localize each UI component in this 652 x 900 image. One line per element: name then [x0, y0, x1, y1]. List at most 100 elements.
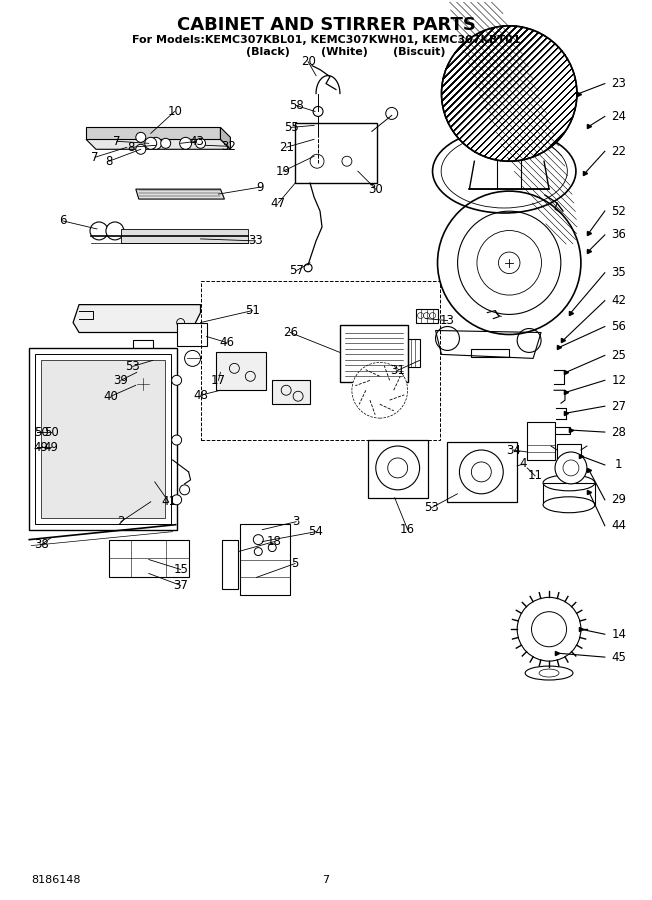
Text: 32: 32	[221, 140, 236, 153]
Polygon shape	[86, 128, 220, 140]
FancyBboxPatch shape	[41, 360, 165, 518]
Text: 50: 50	[44, 426, 59, 438]
Text: 23: 23	[612, 77, 626, 90]
Text: 8: 8	[105, 155, 113, 167]
FancyBboxPatch shape	[222, 540, 239, 590]
Text: 50: 50	[34, 426, 49, 438]
Text: 3: 3	[293, 515, 300, 528]
Text: 55: 55	[284, 121, 299, 134]
Text: 13: 13	[440, 314, 455, 327]
Text: 31: 31	[391, 364, 405, 377]
Text: 30: 30	[368, 183, 383, 195]
Text: 8186148: 8186148	[31, 875, 81, 886]
Text: 35: 35	[612, 266, 626, 279]
Text: 38: 38	[34, 538, 49, 551]
Text: 17: 17	[211, 374, 226, 387]
Text: 7: 7	[323, 875, 329, 886]
Circle shape	[136, 144, 146, 154]
Polygon shape	[136, 189, 224, 199]
Circle shape	[171, 375, 182, 385]
Circle shape	[304, 264, 312, 272]
Polygon shape	[121, 229, 248, 243]
Text: 43: 43	[189, 135, 204, 148]
Circle shape	[160, 139, 171, 148]
Polygon shape	[273, 381, 310, 404]
Circle shape	[180, 138, 192, 149]
Text: CABINET AND STIRRER PARTS: CABINET AND STIRRER PARTS	[177, 16, 475, 34]
Text: 36: 36	[612, 229, 626, 241]
Bar	[543, 483, 595, 505]
Ellipse shape	[543, 497, 595, 513]
Circle shape	[145, 138, 156, 149]
Text: (Black): (Black)	[246, 47, 290, 57]
Text: (Biscuit): (Biscuit)	[393, 47, 446, 57]
Circle shape	[314, 131, 322, 140]
Text: 18: 18	[267, 536, 282, 548]
Text: 10: 10	[167, 105, 182, 118]
Circle shape	[313, 106, 323, 116]
Text: 9: 9	[256, 181, 264, 194]
Text: 5: 5	[291, 557, 299, 570]
Ellipse shape	[525, 666, 573, 680]
Polygon shape	[216, 353, 266, 391]
FancyBboxPatch shape	[447, 442, 517, 502]
FancyBboxPatch shape	[368, 440, 428, 498]
Circle shape	[196, 139, 205, 148]
Text: 11: 11	[527, 470, 542, 482]
Text: 14: 14	[611, 627, 627, 641]
Text: 40: 40	[104, 390, 119, 402]
Circle shape	[185, 350, 201, 366]
Polygon shape	[86, 140, 230, 149]
Text: 29: 29	[611, 493, 627, 507]
Text: 44: 44	[611, 519, 627, 532]
Circle shape	[150, 138, 162, 149]
Text: 1: 1	[615, 458, 623, 472]
Text: 16: 16	[400, 523, 415, 536]
Text: 46: 46	[219, 336, 234, 349]
Text: 20: 20	[301, 55, 316, 68]
Text: 56: 56	[612, 320, 626, 333]
Circle shape	[313, 153, 323, 163]
FancyBboxPatch shape	[29, 348, 177, 530]
Polygon shape	[73, 304, 201, 332]
Ellipse shape	[543, 475, 595, 491]
Circle shape	[106, 222, 124, 240]
Text: 47: 47	[271, 196, 286, 210]
Text: 45: 45	[612, 651, 626, 663]
Text: 57: 57	[289, 265, 304, 277]
Circle shape	[171, 435, 182, 445]
Text: 8: 8	[127, 140, 134, 154]
Text: 27: 27	[611, 400, 627, 413]
Text: 12: 12	[611, 374, 627, 387]
Text: 7: 7	[113, 135, 121, 148]
Circle shape	[90, 222, 108, 240]
Text: 34: 34	[506, 444, 521, 456]
Circle shape	[136, 132, 146, 142]
Circle shape	[555, 452, 587, 484]
FancyBboxPatch shape	[241, 524, 290, 596]
FancyBboxPatch shape	[133, 340, 153, 370]
Text: 53: 53	[125, 360, 140, 373]
Text: 2: 2	[117, 515, 125, 528]
Text: 49: 49	[34, 440, 49, 454]
Text: 25: 25	[612, 349, 626, 362]
Text: 15: 15	[173, 563, 188, 576]
Circle shape	[352, 363, 408, 419]
FancyBboxPatch shape	[295, 123, 377, 183]
Circle shape	[171, 495, 182, 505]
Circle shape	[441, 26, 577, 161]
Text: 39: 39	[113, 374, 128, 387]
Text: 28: 28	[612, 426, 626, 438]
Text: 58: 58	[289, 99, 303, 112]
Text: 24: 24	[611, 110, 627, 123]
Text: 48: 48	[193, 389, 208, 401]
Polygon shape	[220, 128, 230, 149]
Text: 42: 42	[611, 294, 627, 307]
Text: 49: 49	[44, 440, 59, 454]
Text: For Models:KEMC307KBL01, KEMC307KWH01, KEMC307KBT01: For Models:KEMC307KBL01, KEMC307KWH01, K…	[132, 35, 520, 45]
Text: (White): (White)	[321, 47, 368, 57]
Text: 33: 33	[248, 234, 263, 248]
Text: 4: 4	[520, 457, 527, 471]
Text: 51: 51	[245, 304, 259, 317]
Text: 19: 19	[276, 165, 291, 177]
